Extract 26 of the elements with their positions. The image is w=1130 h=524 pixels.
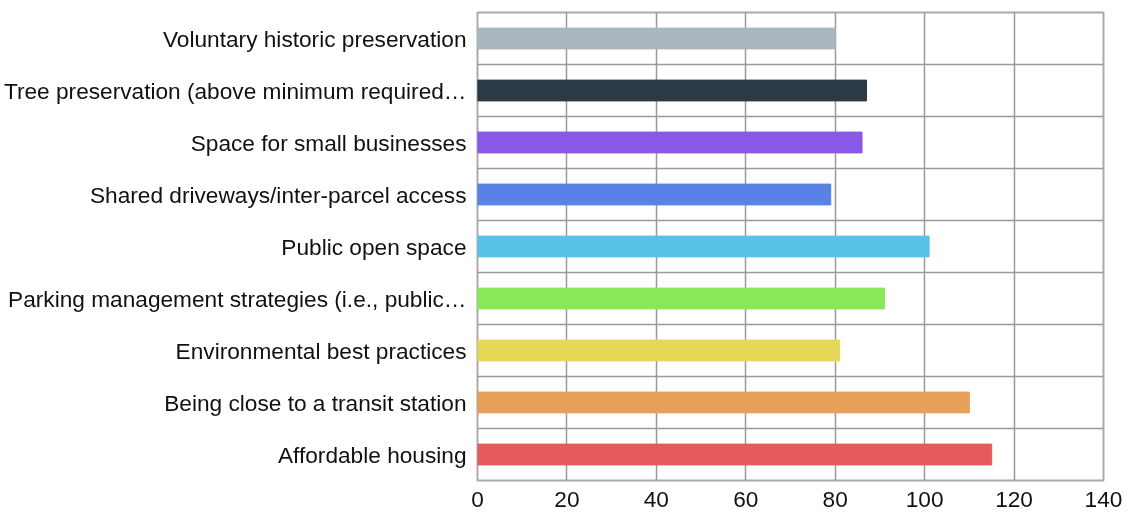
- x-tick-label: 0: [471, 485, 484, 512]
- x-tick-label: 120: [995, 485, 1033, 512]
- x-tick-label: 100: [905, 485, 944, 512]
- y-tick-label: Environmental best practices: [175, 337, 467, 364]
- bar: [477, 183, 832, 206]
- bar: [477, 235, 930, 258]
- x-tick-label: 40: [643, 485, 669, 512]
- bar: [477, 131, 863, 154]
- bar: [477, 339, 841, 362]
- y-tick-label: Public open space: [281, 233, 467, 260]
- bar: [477, 27, 836, 50]
- bar: [477, 79, 868, 102]
- x-tick-label: 80: [822, 485, 848, 512]
- x-tick-label: 20: [554, 485, 580, 512]
- bar: [477, 391, 970, 414]
- y-tick-label: Voluntary historic preservation: [163, 25, 467, 52]
- y-tick-label: Shared driveways/inter-parcel access: [89, 181, 467, 208]
- y-tick-label: Tree preservation (above minimum required…: [3, 77, 467, 104]
- bar: [477, 287, 885, 310]
- x-tick-label: 60: [733, 485, 759, 512]
- bar: [477, 443, 993, 466]
- y-tick-label: Being close to a transit station: [164, 389, 467, 416]
- y-tick-label: Affordable housing: [277, 441, 467, 468]
- x-tick-label: 140: [1084, 485, 1123, 512]
- y-tick-label: Space for small businesses: [190, 129, 467, 156]
- y-tick-label: Parking management strategies (i.e., public…: [8, 285, 467, 312]
